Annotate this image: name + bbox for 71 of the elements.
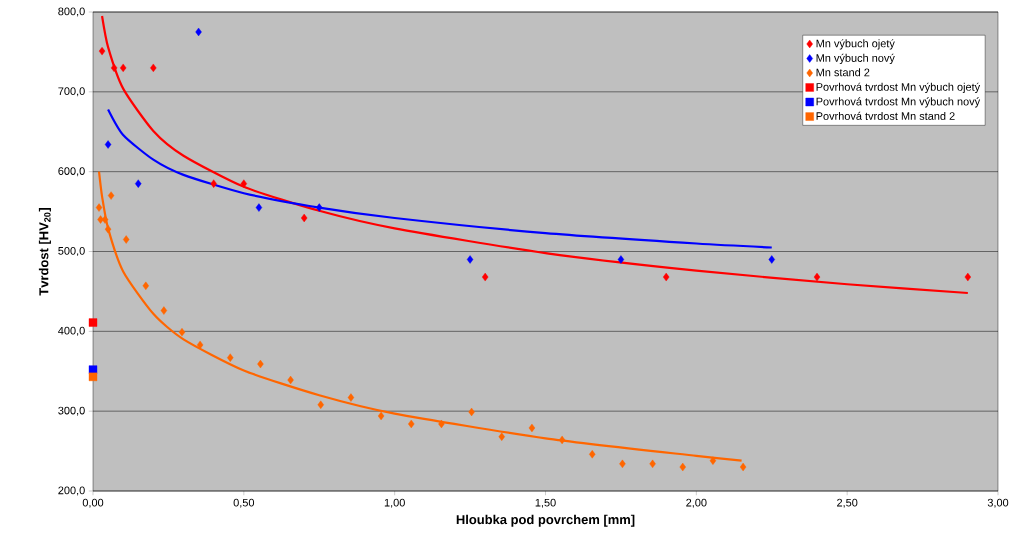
point	[210, 179, 217, 188]
y-tick-label: 800,0	[58, 7, 85, 17]
point	[104, 224, 112, 234]
point	[481, 272, 489, 282]
point	[160, 306, 168, 315]
point	[287, 375, 294, 385]
point	[227, 353, 234, 362]
point	[88, 318, 98, 327]
point	[347, 393, 355, 402]
x-tick-label: 0,50	[233, 498, 255, 508]
x-tick-label: 2,50	[837, 498, 858, 508]
point	[135, 179, 142, 188]
point	[107, 191, 115, 200]
y-tick-label: 700,0	[58, 87, 85, 97]
point	[466, 255, 474, 264]
y-tick-label: 600,0	[58, 167, 85, 177]
point	[88, 365, 98, 374]
x-tick-label: 2,00	[686, 498, 707, 508]
point	[619, 459, 626, 469]
point	[317, 400, 324, 409]
legend-label: Mn výbuch nový	[816, 53, 895, 65]
point	[739, 462, 747, 472]
point	[257, 359, 264, 369]
y-tick-label: 300,0	[58, 406, 85, 416]
point	[649, 459, 656, 469]
legend-label: Mn výbuch ojetý	[816, 39, 895, 50]
point	[768, 255, 775, 264]
point	[255, 203, 263, 212]
point	[104, 140, 112, 149]
point	[95, 203, 103, 212]
legend-label: Povrhová tvrdost Mn výbuch nový	[816, 97, 981, 108]
point	[240, 179, 248, 188]
x-axis-title: Hloubka pod povrchem [mm]	[456, 514, 635, 527]
point	[813, 272, 821, 282]
point	[195, 27, 202, 37]
point	[528, 423, 536, 433]
point	[709, 456, 717, 465]
y-tick-label: 500,0	[58, 246, 85, 257]
point	[178, 327, 186, 337]
y-tick-label: 200,0	[58, 486, 85, 496]
point	[123, 235, 130, 244]
point	[150, 63, 157, 73]
point	[88, 372, 98, 382]
line-series	[106, 108, 773, 249]
point	[300, 213, 308, 223]
point	[316, 203, 323, 212]
point	[119, 63, 127, 73]
x-tick-label: 1,00	[384, 498, 405, 508]
point	[408, 419, 415, 429]
point	[468, 407, 475, 417]
point	[589, 450, 596, 459]
point	[498, 432, 505, 441]
point	[110, 63, 118, 73]
x-tick-label: 3,00	[987, 498, 1009, 508]
legend-label: Povrhová tvrdost Mn výbuch ojetý	[816, 82, 981, 94]
point	[377, 411, 385, 421]
legend-label: Povrhová tvrdost Mn stand 2	[816, 111, 955, 120]
point	[617, 255, 625, 264]
point	[98, 46, 106, 56]
x-tick-label: 1,50	[535, 498, 556, 508]
point	[558, 435, 566, 445]
point	[662, 272, 670, 282]
y-axis-title: Tvrdost [HV$_{20}$]	[38, 208, 51, 296]
x-tick-label: 0,00	[82, 498, 104, 508]
point	[679, 462, 686, 472]
point	[101, 215, 109, 224]
legend-label: Mn stand 2	[816, 68, 870, 77]
y-tick-label: 400,0	[58, 326, 85, 336]
point	[142, 281, 149, 291]
point	[438, 419, 445, 429]
point	[964, 272, 972, 282]
